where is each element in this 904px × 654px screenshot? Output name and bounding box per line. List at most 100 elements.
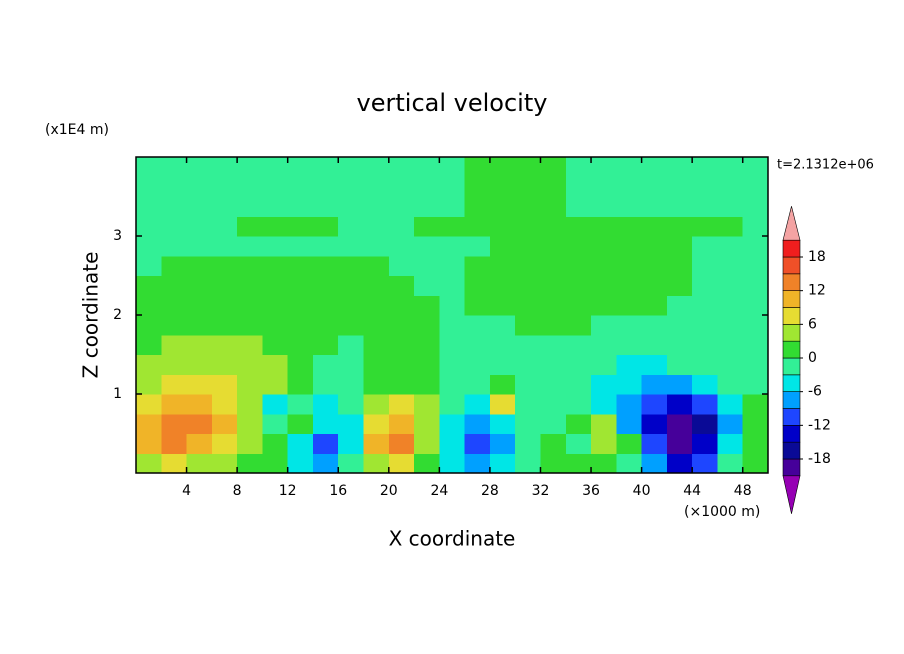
- contour-cell: [641, 236, 668, 257]
- contour-cell: [161, 394, 188, 415]
- contour-cell: [565, 354, 592, 375]
- contour-cell: [540, 196, 567, 217]
- contour-cell: [666, 236, 693, 257]
- contour-cell: [262, 157, 289, 178]
- contour-cell: [211, 354, 238, 375]
- contour-cell: [439, 453, 466, 474]
- contour-cell: [388, 196, 415, 217]
- x-tick-label: 48: [734, 483, 752, 499]
- contour-cell: [237, 394, 263, 415]
- contour-cell: [237, 413, 263, 435]
- contour-cell: [616, 176, 643, 198]
- contour-cell: [136, 315, 162, 336]
- contour-cell: [641, 433, 668, 454]
- contour-cell: [363, 315, 390, 336]
- contour-cell: [591, 433, 617, 454]
- contour-cell: [540, 236, 567, 257]
- contour-cell: [565, 255, 592, 277]
- contour-cell: [439, 433, 466, 454]
- colorbar-band: [782, 441, 801, 460]
- contour-cell: [439, 413, 466, 435]
- contour-cell: [641, 216, 668, 237]
- contour-cell: [591, 216, 617, 237]
- x-tick-label: 32: [532, 483, 550, 499]
- contour-cell: [464, 255, 491, 277]
- contour-cell: [211, 453, 238, 474]
- contour-cell: [211, 176, 238, 198]
- contour-cell: [186, 157, 213, 178]
- contour-cell: [211, 216, 238, 237]
- contour-cell: [237, 453, 263, 474]
- contour-cell: [641, 334, 668, 356]
- contour-cell: [616, 374, 643, 395]
- contour-cell: [489, 394, 516, 415]
- contour-cell: [616, 157, 643, 178]
- contour-cell: [717, 413, 744, 435]
- contour-cell: [540, 275, 567, 296]
- contour-cell: [717, 315, 744, 336]
- contour-cell: [363, 255, 390, 277]
- contour-cell: [692, 433, 719, 454]
- contour-cell: [363, 176, 390, 198]
- contour-cell: [136, 255, 162, 277]
- contour-cell: [489, 255, 516, 277]
- colorbar-high-triangle: [782, 206, 801, 241]
- contour-cell: [414, 374, 440, 395]
- contour-cell: [565, 453, 592, 474]
- contour-cell: [742, 374, 769, 395]
- contour-cell: [363, 295, 390, 316]
- contour-cell: [161, 334, 188, 356]
- contour-cell: [287, 394, 314, 415]
- contour-cell: [388, 413, 415, 435]
- contour-cell: [262, 394, 289, 415]
- contour-cell: [565, 236, 592, 257]
- contour-cell: [591, 176, 617, 198]
- contour-cell: [161, 157, 188, 178]
- contour-cell: [666, 413, 693, 435]
- contour-cell: [717, 354, 744, 375]
- contour-cell: [338, 157, 365, 178]
- contour-cell: [312, 334, 339, 356]
- contour-cell: [742, 315, 769, 336]
- contour-cell: [616, 394, 643, 415]
- contour-cell: [515, 216, 542, 237]
- contour-cell: [616, 255, 643, 277]
- contour-cell: [742, 413, 769, 435]
- contour-cell: [515, 413, 542, 435]
- contour-cell: [641, 394, 668, 415]
- colorbar-tick-label: -18: [808, 451, 831, 467]
- contour-cell: [692, 176, 719, 198]
- contour-cell: [237, 275, 263, 296]
- contour-cell: [388, 453, 415, 474]
- contour-cell: [540, 315, 567, 336]
- contour-cell: [161, 176, 188, 198]
- colorbar-band: [782, 425, 801, 443]
- contour-cell: [616, 216, 643, 237]
- x-tick-label: 4: [182, 483, 191, 499]
- contour-cell: [515, 433, 542, 454]
- contour-cell: [565, 394, 592, 415]
- colorbar-tick-label: -6: [808, 384, 822, 400]
- contour-cell: [666, 334, 693, 356]
- contour-cell: [363, 196, 390, 217]
- contour-cell: [717, 275, 744, 296]
- contour-cell: [211, 334, 238, 356]
- contour-cell: [591, 394, 617, 415]
- contour-cell: [186, 433, 213, 454]
- contour-cell: [186, 295, 213, 316]
- colorbar-tick-label: 18: [808, 249, 826, 265]
- contour-cell: [262, 196, 289, 217]
- contour-cell: [439, 196, 466, 217]
- contour-cell: [666, 216, 693, 237]
- contour-cell: [439, 354, 466, 375]
- annotation: t=2.1312e+06: [777, 158, 874, 173]
- contour-cell: [742, 196, 769, 217]
- contour-cell: [414, 295, 440, 316]
- contour-cell: [338, 315, 365, 336]
- contour-cell: [338, 275, 365, 296]
- contour-cell: [237, 334, 263, 356]
- colorbar-low-triangle: [782, 475, 801, 514]
- colorbar-band: [782, 391, 801, 409]
